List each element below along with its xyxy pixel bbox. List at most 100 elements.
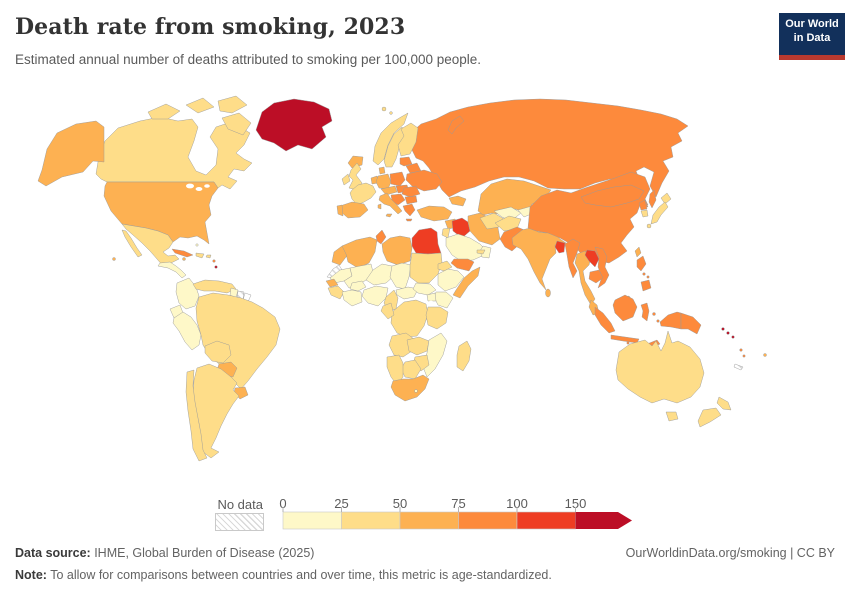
country-indonesia-java[interactable]	[610, 334, 640, 344]
country-puerto-rico[interactable]	[205, 254, 212, 259]
country-usa[interactable]	[103, 181, 219, 245]
country-guinea[interactable]	[327, 285, 345, 300]
country-philippines-mindanao[interactable]	[640, 279, 652, 292]
country-bolivia[interactable]	[204, 340, 232, 364]
country-norway[interactable]	[372, 112, 409, 166]
country-italy-sardinia[interactable]	[377, 203, 382, 210]
country-indonesia-borneo[interactable]	[612, 294, 638, 322]
country-peru[interactable]	[172, 311, 202, 351]
region-congo-gabon[interactable]	[380, 302, 395, 320]
country-new-zealand-south[interactable]	[697, 407, 722, 428]
country-vanuatu[interactable]	[739, 348, 743, 352]
country-kenya[interactable]	[433, 291, 454, 309]
country-canada-arctic-island[interactable]	[185, 97, 215, 114]
country-taiwan[interactable]	[634, 246, 642, 258]
legend-bin-75-100[interactable]	[458, 511, 518, 530]
country-australia[interactable]	[615, 330, 705, 404]
country-greece-crete[interactable]	[405, 218, 413, 222]
country-tanzania[interactable]	[425, 306, 449, 330]
country-japan-honshu[interactable]	[650, 201, 669, 225]
country-uae[interactable]	[476, 249, 486, 255]
svalbard-islands[interactable]	[381, 106, 387, 112]
country-indonesia-sumatra[interactable]	[594, 306, 616, 334]
country-italy-sicily[interactable]	[385, 213, 393, 218]
country-philippines-luzon[interactable]	[636, 255, 647, 272]
country-chad[interactable]	[389, 262, 412, 290]
country-germany[interactable]	[375, 173, 392, 190]
country-japan-hokkaido[interactable]	[660, 192, 672, 205]
country-philippines-visayas[interactable]	[642, 272, 646, 276]
country-france[interactable]	[349, 182, 377, 206]
svalbard-islands[interactable]	[389, 111, 393, 115]
country-solomon-islands[interactable]	[726, 331, 730, 335]
country-myanmar[interactable]	[564, 238, 581, 279]
country-indonesia-moluccas[interactable]	[656, 319, 660, 323]
country-bahamas[interactable]	[195, 243, 199, 247]
country-solomon-islands[interactable]	[721, 327, 725, 331]
country-madagascar[interactable]	[456, 340, 472, 372]
country-drc[interactable]	[390, 299, 429, 338]
country-mexico[interactable]	[121, 223, 180, 267]
country-usa-alaska[interactable]	[37, 120, 105, 187]
country-central-african-republic[interactable]	[395, 286, 419, 300]
country-sudan[interactable]	[409, 252, 443, 284]
legend-bin-25-50[interactable]	[341, 511, 401, 530]
country-spain[interactable]	[339, 201, 369, 219]
country-solomon-islands[interactable]	[731, 335, 735, 339]
country-canada-arctic-island[interactable]	[217, 95, 248, 114]
lesser-antilles[interactable]	[212, 259, 216, 263]
country-bulgaria[interactable]	[404, 195, 418, 205]
region-jordan-israel[interactable]	[441, 227, 451, 239]
country-laos[interactable]	[584, 249, 600, 268]
country-cambodia[interactable]	[588, 269, 604, 284]
country-egypt[interactable]	[411, 227, 442, 255]
country-zambia[interactable]	[406, 336, 430, 356]
country-tunisia[interactable]	[375, 229, 387, 245]
country-canada-arctic-island[interactable]	[147, 103, 181, 120]
country-romania[interactable]	[401, 185, 421, 198]
country-denmark[interactable]	[378, 166, 386, 175]
region-czechia-austria[interactable]	[380, 185, 398, 196]
country-mongolia[interactable]	[580, 184, 645, 208]
territory-new-caledonia[interactable]	[733, 363, 744, 371]
country-burkina-faso[interactable]	[349, 280, 367, 292]
usa-hawaii[interactable]	[112, 257, 116, 261]
lesser-antilles[interactable]	[214, 265, 218, 269]
country-finland[interactable]	[397, 122, 419, 157]
legend-bin-150-plus[interactable]	[575, 512, 633, 529]
legend-no-data-swatch[interactable]	[215, 513, 264, 531]
country-vanuatu[interactable]	[742, 354, 746, 358]
country-ethiopia[interactable]	[437, 268, 465, 292]
country-fiji[interactable]	[763, 353, 767, 357]
country-ireland[interactable]	[341, 173, 351, 186]
country-russia-novaya-zemlya[interactable]	[447, 115, 465, 135]
country-indonesia-sulawesi[interactable]	[640, 302, 650, 322]
country-south-africa[interactable]	[390, 374, 430, 402]
country-philippines-visayas[interactable]	[646, 275, 650, 279]
country-japan-kyushu[interactable]	[646, 223, 652, 229]
country-ukraine[interactable]	[405, 169, 443, 192]
footer-license-link[interactable]: OurWorldinData.org/smoking | CC BY	[625, 546, 835, 560]
country-italy[interactable]	[378, 192, 403, 215]
country-papua-new-guinea[interactable]	[680, 312, 702, 335]
country-somalia[interactable]	[452, 266, 481, 299]
country-senegal[interactable]	[325, 278, 339, 288]
country-turkey[interactable]	[416, 205, 453, 222]
country-chile[interactable]	[185, 369, 208, 462]
country-greenland[interactable]	[255, 98, 333, 152]
country-north-korea[interactable]	[638, 199, 648, 211]
country-bangladesh[interactable]	[554, 240, 566, 254]
region-baltic-states[interactable]	[399, 156, 413, 167]
country-hispaniola[interactable]	[195, 252, 205, 259]
country-new-zealand-north[interactable]	[716, 396, 732, 411]
country-jamaica[interactable]	[182, 257, 186, 261]
country-yemen[interactable]	[450, 258, 475, 272]
country-canada-baffin[interactable]	[221, 112, 252, 136]
country-iceland[interactable]	[347, 155, 364, 169]
country-nigeria[interactable]	[361, 285, 389, 307]
legend-bin-50-75[interactable]	[399, 511, 459, 530]
country-south-sudan[interactable]	[412, 282, 437, 296]
country-lesotho[interactable]	[414, 389, 418, 393]
country-indonesia-west-papua[interactable]	[659, 311, 682, 330]
country-venezuela[interactable]	[192, 279, 237, 294]
